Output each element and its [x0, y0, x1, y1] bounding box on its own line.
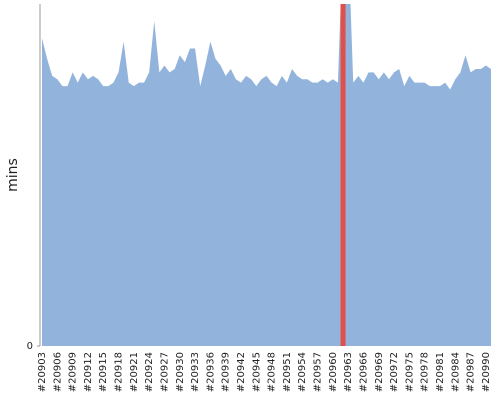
x-tick-label: #20915 — [98, 352, 109, 392]
x-tick-label: #20963 — [343, 352, 354, 392]
y-tick-label: 0 — [27, 341, 33, 352]
x-tick-label: #20930 — [175, 352, 186, 392]
x-tick-label: #20942 — [236, 352, 247, 392]
x-tick-label: #20909 — [68, 352, 79, 392]
x-tick-label: #20903 — [37, 352, 48, 392]
x-tick-label: #20972 — [389, 352, 400, 392]
x-tick-label: #20957 — [313, 352, 324, 392]
x-tick-label: #20951 — [282, 352, 293, 392]
x-tick-label: #20990 — [481, 352, 492, 392]
x-tick-label: #20975 — [404, 352, 415, 392]
x-tick-label: #20954 — [297, 352, 308, 392]
x-tick-label: #20933 — [190, 352, 201, 392]
x-tick-label: #20984 — [450, 352, 461, 392]
x-tick-label: #20981 — [435, 352, 446, 392]
x-tick-label: #20960 — [328, 352, 339, 392]
x-tick-label: #20939 — [221, 352, 232, 392]
x-tick-label: #20948 — [267, 352, 278, 392]
x-tick-label: #20921 — [129, 352, 140, 392]
x-tick-label: #20936 — [205, 352, 216, 392]
x-tick-label: #20966 — [358, 352, 369, 392]
x-tick-label: #20918 — [114, 352, 125, 392]
x-tick-label: #20987 — [466, 352, 477, 392]
x-tick-label: #20924 — [144, 352, 155, 392]
x-tick-label: #20978 — [420, 352, 431, 392]
x-tick-label: #20969 — [374, 352, 385, 392]
x-tick-label: #20927 — [159, 352, 170, 392]
area — [42, 4, 491, 346]
y-axis-label: mins — [5, 158, 21, 192]
x-tick-label: #20906 — [52, 352, 63, 392]
x-tick-label: #20945 — [251, 352, 262, 392]
x-tick-label: #20912 — [83, 352, 94, 392]
highlight-line — [340, 4, 346, 346]
